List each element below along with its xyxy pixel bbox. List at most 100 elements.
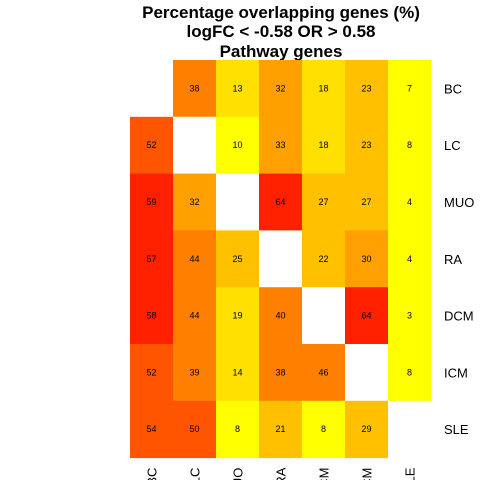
column-label-DCM: DCM [317, 468, 332, 480]
heatmap-cell-LC-RA [259, 116, 303, 175]
cell-value-label: 21 [275, 424, 285, 434]
heatmap-cell-ICM-MUO [216, 344, 260, 402]
heatmap-cell-DCM-RA [259, 287, 303, 345]
heatmap-cell-BC-ICM [345, 60, 389, 118]
heatmap-cell-DCM-ICM [345, 287, 389, 345]
cell-value-label: 46 [318, 367, 328, 377]
row-label-MUO: MUO [444, 195, 474, 210]
row-label-ICM: ICM [444, 365, 468, 380]
cell-value-label: 50 [189, 424, 199, 434]
heatmap-cell-SLE-RA [259, 400, 303, 459]
heatmap-cell-RA-DCM [302, 230, 346, 288]
column-label-MUO: MUO [231, 468, 246, 480]
chart-title-line-2: logFC < -0.58 OR > 0.58 [187, 22, 376, 41]
chart-title: Percentage overlapping genes (%) logFC <… [142, 3, 420, 61]
row-label-DCM: DCM [444, 309, 474, 324]
heatmap-cell-DCM-MUO [216, 287, 260, 345]
heatmap-cell-RA-MUO [216, 230, 260, 288]
heatmap-cell-LC-DCM [302, 116, 346, 175]
heatmap-cell-BC-SLE [388, 60, 432, 118]
column-label-ICM: ICM [360, 468, 375, 480]
cell-value-label: 27 [318, 197, 328, 207]
heatmap-cell-DCM-DCM [302, 287, 346, 345]
cell-value-label: 8 [235, 424, 240, 434]
heatmap-cell-MUO-MUO [216, 173, 260, 231]
heatmap-cell-SLE-SLE [388, 400, 432, 459]
cell-value-label: 25 [232, 254, 242, 264]
cell-value-label: 44 [189, 254, 199, 264]
heatmap-cell-MUO-DCM [302, 173, 346, 231]
cell-value-label: 8 [407, 367, 412, 377]
heatmap-cell-ICM-RA [259, 344, 303, 402]
cell-value-label: 10 [232, 140, 242, 150]
cell-value-label: 54 [146, 424, 156, 434]
cell-value-label: 40 [275, 311, 285, 321]
cell-value-label: 4 [407, 197, 412, 207]
heatmap-cell-LC-MUO [216, 116, 260, 175]
heatmap-cells [130, 60, 432, 459]
column-label-SLE: SLE [403, 467, 418, 480]
cell-value-label: 8 [321, 424, 326, 434]
cell-value-label: 23 [361, 83, 371, 93]
heatmap-cell-MUO-ICM [345, 173, 389, 231]
row-labels: BC LC MUO RA DCM ICM SLE [444, 81, 474, 437]
heatmap-cell-SLE-ICM [345, 400, 389, 459]
heatmap-cell-RA-BC [130, 230, 174, 288]
heatmap-cell-LC-ICM [345, 116, 389, 175]
column-label-RA: RA [274, 467, 289, 480]
heatmap-cell-BC-BC [130, 60, 174, 118]
cell-value-label: 22 [318, 254, 328, 264]
row-label-BC: BC [444, 81, 462, 96]
heatmap-cell-ICM-ICM [345, 344, 389, 402]
cell-value-label: 33 [275, 140, 285, 150]
cell-value-label: 59 [146, 197, 156, 207]
cell-value-label: 38 [189, 83, 199, 93]
cell-value-label: 29 [361, 424, 371, 434]
heatmap-cell-ICM-LC [173, 344, 217, 402]
heatmap-cell-LC-LC [173, 116, 217, 175]
heatmap-cell-MUO-SLE [388, 173, 432, 231]
heatmap-cell-RA-RA [259, 230, 303, 288]
cell-value-label: 23 [361, 140, 371, 150]
row-label-RA: RA [444, 252, 462, 267]
cell-value-label: 14 [232, 367, 242, 377]
heatmap-cell-BC-MUO [216, 60, 260, 118]
row-label-SLE: SLE [444, 422, 469, 437]
heatmap-cell-ICM-SLE [388, 344, 432, 402]
heatmap-cell-SLE-MUO [216, 400, 260, 459]
heatmap-cell-RA-SLE [388, 230, 432, 288]
heatmap-cell-ICM-DCM [302, 344, 346, 402]
cell-value-label: 64 [361, 311, 371, 321]
heatmap-cell-MUO-LC [173, 173, 217, 231]
heatmap-cell-DCM-SLE [388, 287, 432, 345]
chart-title-line-1: Percentage overlapping genes (%) [142, 3, 420, 22]
column-label-LC: LC [188, 468, 203, 480]
cell-value-label: 19 [232, 311, 242, 321]
cell-value-label: 39 [189, 367, 199, 377]
cell-value-label: 30 [361, 254, 371, 264]
cell-value-label: 38 [275, 367, 285, 377]
cell-value-label: 18 [318, 140, 328, 150]
cell-value-label: 64 [275, 197, 285, 207]
heatmap-cell-SLE-DCM [302, 400, 346, 459]
column-label-BC: BC [145, 468, 160, 480]
heatmap-cell-MUO-BC [130, 173, 174, 231]
heatmap-cell-SLE-LC [173, 400, 217, 459]
cell-value-label: 57 [146, 254, 156, 264]
cell-value-label: 27 [361, 197, 371, 207]
cell-value-label: 44 [189, 311, 199, 321]
heatmap-cell-labels: 38 13 32 18 23 752 10 33 18 23 859 32 64 27 27 457 44 25 2… [146, 83, 412, 434]
cell-value-label: 52 [146, 140, 156, 150]
heatmap-cell-BC-DCM [302, 60, 346, 118]
cell-value-label: 32 [189, 197, 199, 207]
column-labels: BC LC MUO RA DCM ICM SLE [145, 467, 418, 480]
cell-value-label: 18 [318, 83, 328, 93]
heatmap-cell-DCM-LC [173, 287, 217, 345]
heatmap-cell-RA-ICM [345, 230, 389, 288]
chart-title-line-3: Pathway genes [220, 42, 343, 61]
heatmap-cell-BC-LC [173, 60, 217, 118]
heatmap-cell-SLE-BC [130, 400, 174, 459]
heatmap-cell-MUO-RA [259, 173, 303, 231]
cell-value-label: 58 [146, 311, 156, 321]
